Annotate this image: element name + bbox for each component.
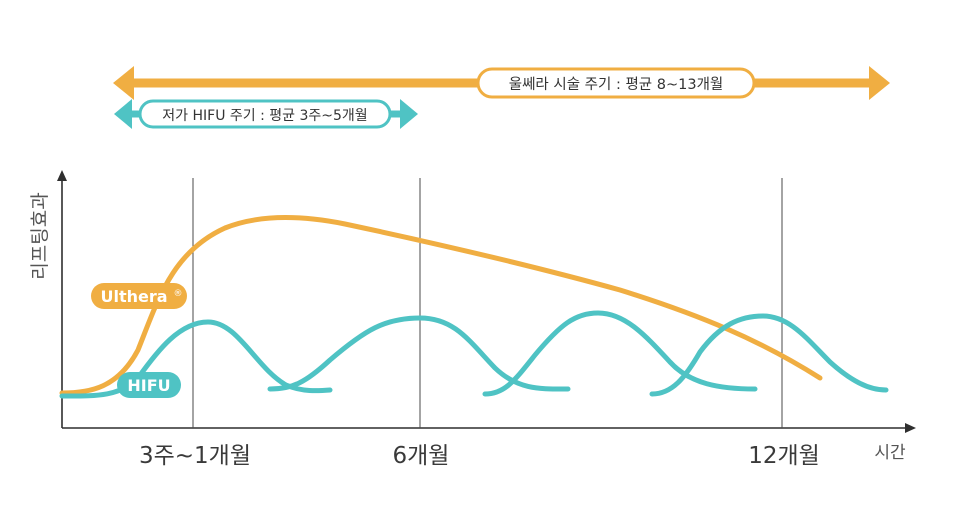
hifu-duration-pill — [138, 99, 392, 129]
ulthera-registered-mark: ® — [174, 289, 183, 299]
ulthera-duration-label: 울쎄라 시술 주기 : 평균 8~13개월 — [509, 76, 724, 93]
x-tick-1month: 3주~1개월 — [139, 443, 251, 469]
x-tick-6months: 6개월 — [393, 443, 450, 469]
ulthera-curve — [59, 215, 823, 396]
hifu-curve-4 — [649, 313, 889, 397]
hifu-duration-arrow: 저가 HIFU 주기 : 평균 3주~5개월 — [114, 99, 418, 129]
ulthera-label-pill — [91, 283, 187, 309]
axes — [57, 170, 916, 433]
time-gridlines — [192, 178, 783, 428]
hifu-series-label: HIFU — [117, 372, 181, 398]
x-axis-label: 시간 — [874, 443, 906, 463]
hifu-label-text: HIFU — [127, 376, 170, 395]
hifu-curve-2 — [267, 315, 571, 392]
ulthera-duration-pill — [476, 67, 756, 99]
hifu-arrowhead-right — [400, 99, 418, 129]
ulthera-arrowhead-right — [869, 66, 890, 100]
hifu-curve-3 — [482, 310, 758, 397]
ulthera-label-text: Ulthera — [100, 287, 167, 306]
hifu-curves — [59, 310, 889, 399]
x-tick-12months: 12개월 — [748, 443, 820, 469]
x-axis-arrowhead — [905, 423, 916, 433]
ulthera-duration-arrow: 울쎄라 시술 주기 : 평균 8~13개월 — [113, 66, 890, 100]
y-axis-label: 리프팅효과 — [29, 192, 51, 279]
y-axis-arrowhead — [57, 170, 67, 181]
ulthera-arrowhead-left — [113, 66, 134, 100]
hifu-label-pill — [117, 372, 181, 398]
hifu-duration-label: 저가 HIFU 주기 : 평균 3주~5개월 — [162, 108, 367, 124]
ulthera-series-label: Ulthera ® — [91, 283, 187, 309]
hifu-arrowhead-left — [114, 99, 132, 129]
